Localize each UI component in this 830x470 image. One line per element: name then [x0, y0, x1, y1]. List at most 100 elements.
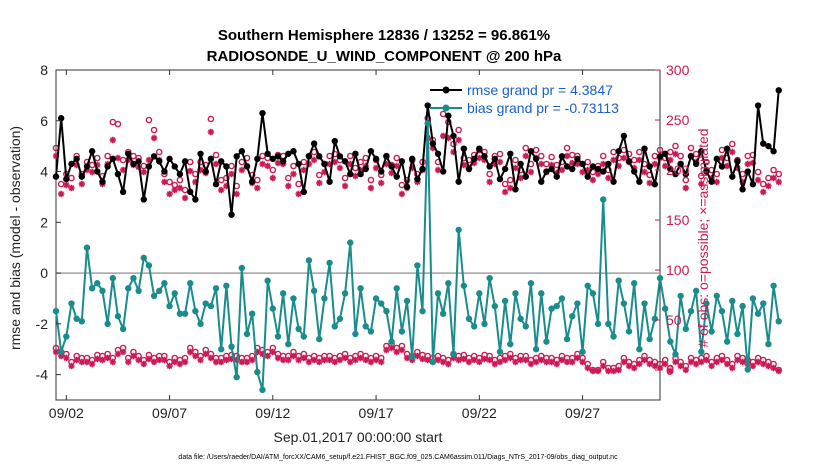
rmse-point	[378, 168, 385, 175]
obs-assimilated-marker	[646, 179, 653, 187]
obs-assimilated-marker-glyph	[78, 180, 86, 188]
obs-assimilated-marker	[305, 160, 313, 168]
obs-assimilated-lower-marker-glyph	[321, 356, 328, 364]
obs-assimilated-lower-marker-glyph	[254, 348, 261, 356]
obs-assimilated-lower-marker	[171, 358, 178, 366]
bias-point	[305, 257, 313, 264]
obs-possible-marker	[718, 146, 726, 154]
obs-assimilated-lower-marker-glyph	[491, 360, 499, 368]
obs-assimilated-marker-glyph	[254, 184, 261, 192]
bias-point	[589, 290, 597, 297]
obs-assimilated-lower-marker-glyph	[656, 364, 664, 372]
obs-assimilated-lower-marker-glyph	[109, 358, 116, 366]
obs-assimilated-lower-marker	[254, 348, 261, 356]
bias-point	[187, 280, 194, 287]
bias-point	[734, 330, 741, 338]
obs-possible-marker	[775, 170, 783, 178]
obs-assimilated-marker-glyph	[672, 150, 679, 158]
rmse-point	[661, 150, 669, 157]
rmse-point	[713, 155, 720, 163]
obs-assimilated-marker	[579, 168, 586, 176]
bias-point	[285, 340, 292, 348]
obs-assimilated-marker-glyph	[269, 174, 277, 182]
obs-assimilated-marker	[109, 136, 116, 144]
rmse-point	[393, 173, 400, 180]
obs-assimilated-lower-marker	[57, 352, 65, 360]
rmse-point	[734, 158, 741, 165]
obs-assimilated-marker-glyph	[207, 128, 215, 136]
obs-assimilated-marker-glyph	[579, 168, 586, 176]
rmse-point	[264, 150, 271, 157]
obs-assimilated-marker	[538, 160, 545, 168]
obs-assimilated-marker	[434, 166, 442, 174]
obs-assimilated-lower-marker	[274, 354, 282, 362]
y-right-tick-label: 300	[666, 62, 690, 78]
obs-possible-marker	[145, 116, 153, 124]
obs-assimilated-lower-marker	[672, 358, 679, 366]
obs-assimilated-lower-marker	[140, 360, 147, 368]
rmse-point	[563, 163, 571, 170]
rmse-point	[553, 173, 560, 180]
bias-point	[238, 264, 246, 272]
obs-assimilated-lower-marker	[285, 356, 292, 364]
obs-possible-marker	[114, 120, 122, 128]
obs-assimilated-lower-marker-glyph	[243, 358, 251, 366]
obs-assimilated-marker	[254, 184, 261, 192]
bias-point	[600, 196, 607, 203]
obs-assimilated-lower-marker-glyph	[615, 366, 622, 374]
bias-point	[667, 338, 674, 345]
obs-assimilated-marker	[264, 162, 271, 170]
obs-assimilated-marker	[698, 180, 705, 188]
rmse-point	[248, 178, 256, 185]
rmse-point	[491, 155, 499, 163]
rmse-point	[99, 178, 106, 185]
obs-assimilated-lower-marker-glyph	[295, 356, 302, 364]
bias-point	[223, 282, 230, 289]
bias-point	[290, 295, 297, 302]
rmse-point	[739, 186, 746, 193]
obs-assimilated-marker	[223, 182, 230, 190]
obs-assimilated-lower-marker	[641, 356, 648, 364]
rmse-point	[615, 148, 622, 155]
obs-assimilated-marker-glyph	[661, 162, 669, 170]
obs-assimilated-marker	[589, 176, 597, 184]
rmse-point	[336, 153, 344, 160]
obs-possible-marker	[506, 176, 514, 184]
obs-assimilated-lower-marker	[589, 367, 597, 375]
obs-assimilated-lower-marker	[687, 358, 695, 366]
obs-possible-marker	[486, 170, 493, 178]
obs-assimilated-marker	[259, 160, 266, 168]
plot-area: 09/02 09/07 09/12 09/17 09/22 09/27 -4 -2 0 2 4 6 8 0…	[36, 62, 783, 421]
obs-assimilated-marker	[378, 179, 385, 187]
y-tick-label: 8	[40, 62, 48, 78]
obs-assimilated-marker	[429, 144, 437, 152]
obs-assimilated-lower-marker	[760, 360, 767, 368]
rmse-point	[233, 153, 240, 160]
bias-point	[641, 300, 648, 307]
obs-assimilated-marker-glyph	[589, 176, 597, 184]
rmse-point	[367, 148, 375, 155]
obs-assimilated-lower-marker-glyph	[238, 358, 246, 366]
obs-assimilated-marker-glyph	[145, 156, 153, 164]
rmse-point	[548, 165, 555, 173]
bias-point	[393, 285, 400, 292]
obs-assimilated-marker-glyph	[393, 162, 400, 170]
rmse-point	[687, 153, 695, 160]
obs-assimilated-marker	[574, 160, 581, 168]
rmse-point	[708, 178, 715, 185]
obs-assimilated-marker	[600, 160, 607, 168]
obs-assimilated-lower-marker-glyph	[687, 358, 695, 366]
legend-rmse-label: rmse grand pr = 4.3847	[467, 82, 613, 98]
x-tick-label: 09/02	[49, 405, 84, 421]
obs-assimilated-lower-marker	[594, 367, 602, 375]
bias-point	[161, 280, 168, 287]
rmse-point	[212, 181, 220, 188]
obs-assimilated-lower-marker-glyph	[78, 358, 86, 366]
obs-possible-marker	[754, 168, 762, 176]
rmse-point	[703, 168, 710, 175]
obs-assimilated-lower-marker-glyph	[341, 354, 349, 362]
obs-assimilated-marker	[749, 159, 757, 167]
bias-point	[114, 313, 122, 320]
obs-possible-marker	[207, 115, 215, 123]
obs-assimilated-lower-marker	[202, 350, 209, 358]
